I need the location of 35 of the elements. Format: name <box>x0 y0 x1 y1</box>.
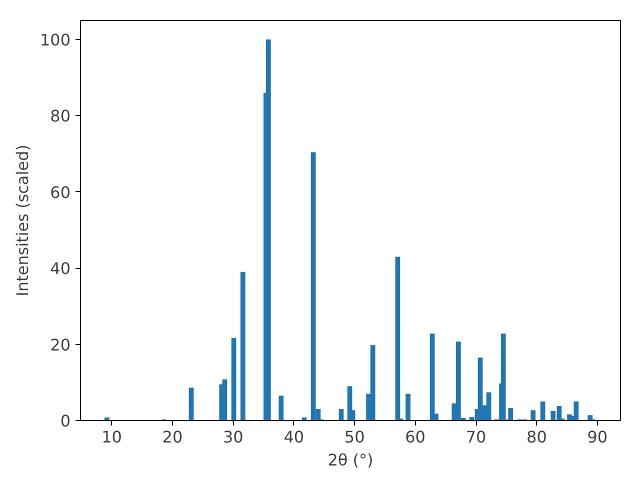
bar <box>266 40 271 420</box>
y-tick-label: 60 <box>50 182 70 202</box>
y-axis-title: Intensities (scaled) <box>12 144 32 296</box>
x-tick-label: 50 <box>344 428 365 446</box>
bar <box>240 272 246 420</box>
x-tick-label: 70 <box>466 428 486 446</box>
bar <box>540 401 546 420</box>
bar <box>222 379 228 420</box>
bar <box>508 408 514 420</box>
bar <box>430 334 435 420</box>
bar <box>370 345 376 420</box>
y-tick-label: 20 <box>50 335 70 354</box>
x-tick-label: 30 <box>223 428 244 446</box>
bar <box>486 392 492 420</box>
x-tick-label: 60 <box>405 428 426 446</box>
x-tick-label: 20 <box>162 428 183 446</box>
bar <box>278 396 284 420</box>
y-tick-label: 80 <box>50 106 70 126</box>
x-tick-label: 90 <box>587 428 608 446</box>
bar <box>231 338 236 420</box>
bar <box>188 388 194 420</box>
bar <box>588 415 593 420</box>
bar <box>530 410 536 420</box>
x-tick-label: 40 <box>284 428 304 446</box>
y-tick-label: 0 <box>60 412 71 430</box>
bar <box>395 256 400 420</box>
y-tick-label: 40 <box>50 259 70 278</box>
x-tick-label: 10 <box>102 428 122 446</box>
bar <box>574 401 579 420</box>
bar <box>500 334 506 420</box>
y-tick-label: 100 <box>40 30 71 50</box>
x-tick-label: 80 <box>526 428 547 446</box>
bar <box>478 358 483 420</box>
bar <box>406 394 410 420</box>
x-axis-title: 2θ (°) <box>328 450 374 470</box>
